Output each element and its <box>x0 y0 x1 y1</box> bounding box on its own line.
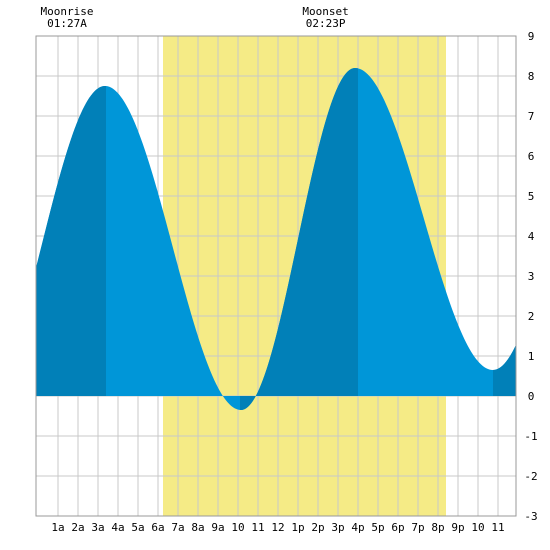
y-tick-label: 6 <box>528 150 535 163</box>
x-tick-label: 2a <box>71 521 84 534</box>
y-tick-label: 5 <box>528 190 535 203</box>
y-tick-label: 8 <box>528 70 535 83</box>
moon-event: Moonset 02:23P <box>286 6 366 30</box>
x-tick-label: 5p <box>371 521 384 534</box>
x-tick-label: 10 <box>231 521 244 534</box>
x-tick-label: 11 <box>251 521 264 534</box>
y-tick-label: 4 <box>528 230 535 243</box>
x-tick-label: 6p <box>391 521 404 534</box>
x-tick-label: 10 <box>471 521 484 534</box>
plot-frame <box>35 35 517 517</box>
x-tick-label: 1a <box>51 521 64 534</box>
y-tick-label: 3 <box>528 270 535 283</box>
moon-event-label: Moonrise <box>40 5 94 18</box>
tide-area <box>36 68 516 410</box>
x-tick-label: 8p <box>431 521 444 534</box>
x-tick-label: 7p <box>411 521 424 534</box>
x-tick-label: 3p <box>331 521 344 534</box>
x-tick-label: 6a <box>151 521 164 534</box>
tide-area-dark-band <box>240 68 358 410</box>
y-tick-label: 9 <box>528 30 535 43</box>
x-tick-label: 9p <box>451 521 464 534</box>
y-tick-label: 2 <box>528 310 535 323</box>
x-tick-label: 3a <box>91 521 104 534</box>
moon-event-label: Moonset <box>302 5 349 18</box>
moon-event-time: 01:27A <box>47 17 87 30</box>
x-tick-label: 1p <box>291 521 304 534</box>
x-tick-label: 4a <box>111 521 124 534</box>
y-tick-label: -2 <box>524 470 537 483</box>
x-tick-label: 8a <box>191 521 204 534</box>
y-tick-label: 0 <box>528 390 535 403</box>
x-tick-label: 5a <box>131 521 144 534</box>
moon-event-time: 02:23P <box>305 17 346 30</box>
x-tick-label: 2p <box>311 521 324 534</box>
tide-area-dark-band <box>493 344 516 396</box>
y-tick-label: 1 <box>528 350 535 363</box>
y-tick-label: -1 <box>524 430 537 443</box>
tide-area-dark-band <box>36 86 106 397</box>
x-tick-label: 12 <box>271 521 284 534</box>
y-tick-label: 7 <box>528 110 535 123</box>
x-tick-label: 9a <box>211 521 224 534</box>
y-tick-label: -3 <box>524 510 537 523</box>
x-tick-label: 4p <box>351 521 364 534</box>
moon-event: Moonrise 01:27A <box>27 6 107 30</box>
x-tick-label: 11 <box>491 521 504 534</box>
x-tick-label: 7a <box>171 521 184 534</box>
